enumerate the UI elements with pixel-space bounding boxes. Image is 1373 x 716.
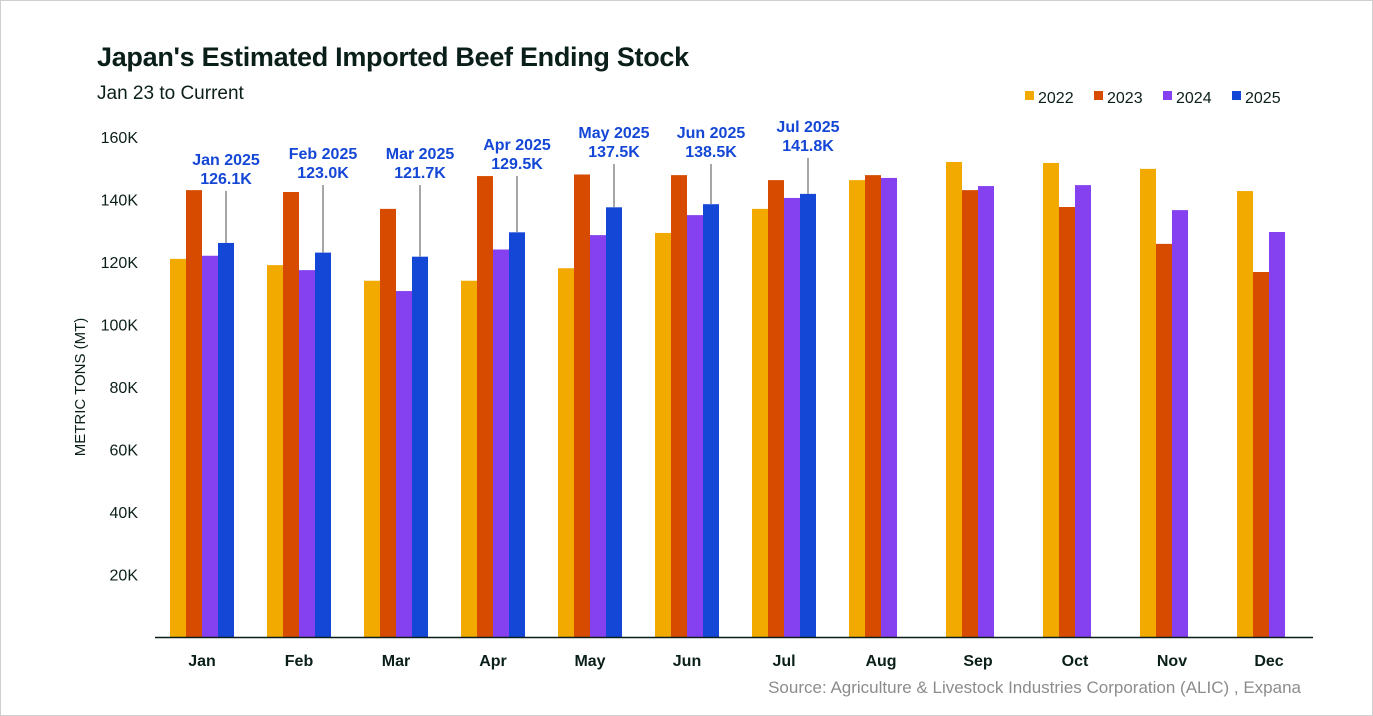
bar-2024-Feb (299, 270, 315, 637)
source-note: Source: Agriculture & Livestock Industri… (768, 678, 1301, 697)
bar-2022-May (558, 268, 574, 637)
bar-2022-Jan (170, 258, 186, 637)
bar-2023-Apr (477, 176, 493, 637)
bar-2024-Jan (202, 255, 218, 637)
annotation-month: May 2025 (578, 125, 649, 142)
bar-2024-Mar (396, 291, 412, 637)
annotation-month: Jul 2025 (776, 119, 839, 136)
legend-swatch-2023 (1094, 91, 1103, 100)
bar-2022-Jul (752, 208, 768, 637)
annotation-value: 123.0K (297, 165, 349, 182)
bar-2022-Nov (1140, 168, 1156, 637)
bar-2025-Jan (218, 242, 234, 637)
bar-2024-Oct (1075, 185, 1091, 637)
legend-swatch-2024 (1163, 91, 1172, 100)
bar-2023-May (574, 174, 590, 637)
legend-swatch-2022 (1025, 91, 1034, 100)
x-tick-label: Sep (963, 653, 993, 670)
x-tick-label: Jun (673, 653, 701, 670)
bar-2023-Jun (671, 175, 687, 637)
legend-label-2024: 2024 (1176, 90, 1212, 107)
annotation-value: 126.1K (200, 171, 252, 188)
x-tick-label: Apr (479, 653, 507, 670)
bar-2022-Feb (267, 265, 283, 637)
x-tick-label: Jan (188, 653, 216, 670)
annotation-value: 137.5K (588, 144, 640, 161)
y-tick-label: 120K (101, 255, 139, 272)
x-tick-label: May (574, 653, 605, 670)
bar-2024-Jul (784, 197, 800, 637)
bar-2023-Aug (865, 175, 881, 637)
y-tick-label: 80K (110, 380, 139, 397)
bar-2023-Mar (380, 208, 396, 637)
bar-2023-Feb (283, 192, 299, 637)
x-tick-label: Mar (382, 653, 410, 670)
bar-2023-Oct (1059, 207, 1075, 637)
annotation-month: Apr 2025 (483, 137, 551, 154)
x-tick-label: Oct (1062, 653, 1089, 670)
bar-2025-May (606, 207, 622, 637)
bar-2023-Sep (962, 190, 978, 637)
bar-2024-Nov (1172, 210, 1188, 637)
bar-2024-Aug (881, 177, 897, 637)
x-tick-label: Nov (1157, 653, 1187, 670)
bar-2023-Jan (186, 190, 202, 637)
chart-subtitle: Jan 23 to Current (97, 83, 244, 104)
x-tick-label: Aug (865, 653, 896, 670)
y-tick-label: 20K (110, 568, 139, 585)
annotation-value: 141.8K (782, 138, 834, 155)
bar-2024-May (590, 235, 606, 637)
legend-label-2025: 2025 (1245, 90, 1281, 107)
annotation-month: Jan 2025 (192, 152, 260, 169)
bar-2022-Sep (946, 162, 962, 637)
annotation-month: Feb 2025 (289, 146, 358, 163)
legend-label-2023: 2023 (1107, 90, 1143, 107)
annotation-value: 121.7K (394, 165, 446, 182)
x-tick-label: Feb (285, 653, 314, 670)
bar-2022-Jun (655, 232, 671, 637)
bar-2024-Dec (1269, 232, 1285, 637)
bar-2022-Aug (849, 180, 865, 637)
bar-2025-Mar (412, 256, 428, 637)
y-tick-label: 140K (101, 193, 139, 210)
bar-2023-Jul (768, 180, 784, 637)
legend-swatch-2025 (1232, 91, 1241, 100)
bar-2025-Jul (800, 193, 816, 637)
bar-2024-Sep (978, 186, 994, 637)
bar-2025-Jun (703, 204, 719, 637)
bar-2025-Apr (509, 232, 525, 637)
bar-2023-Dec (1253, 272, 1269, 637)
bar-2025-Feb (315, 252, 331, 637)
annotation-value: 138.5K (685, 144, 737, 161)
y-axis-label: METRIC TONS (MT) (72, 318, 89, 457)
bar-2023-Nov (1156, 243, 1172, 637)
bar-2024-Jun (687, 215, 703, 637)
annotation-month: Mar 2025 (386, 146, 455, 163)
y-tick-label: 60K (110, 443, 139, 460)
y-tick-label: 100K (101, 318, 139, 335)
annotation-value: 129.5K (491, 156, 543, 173)
x-tick-label: Dec (1254, 653, 1283, 670)
bar-2022-Dec (1237, 191, 1253, 637)
bar-2022-Mar (364, 280, 380, 637)
x-tick-label: Jul (772, 653, 795, 670)
y-tick-label: 40K (110, 505, 139, 522)
chart-title: Japan's Estimated Imported Beef Ending S… (97, 42, 689, 72)
legend-label-2022: 2022 (1038, 90, 1074, 107)
bar-2022-Oct (1043, 162, 1059, 637)
bar-2024-Apr (493, 249, 509, 637)
bar-2022-Apr (461, 280, 477, 637)
annotation-month: Jun 2025 (677, 125, 746, 142)
y-tick-label: 160K (101, 130, 139, 147)
